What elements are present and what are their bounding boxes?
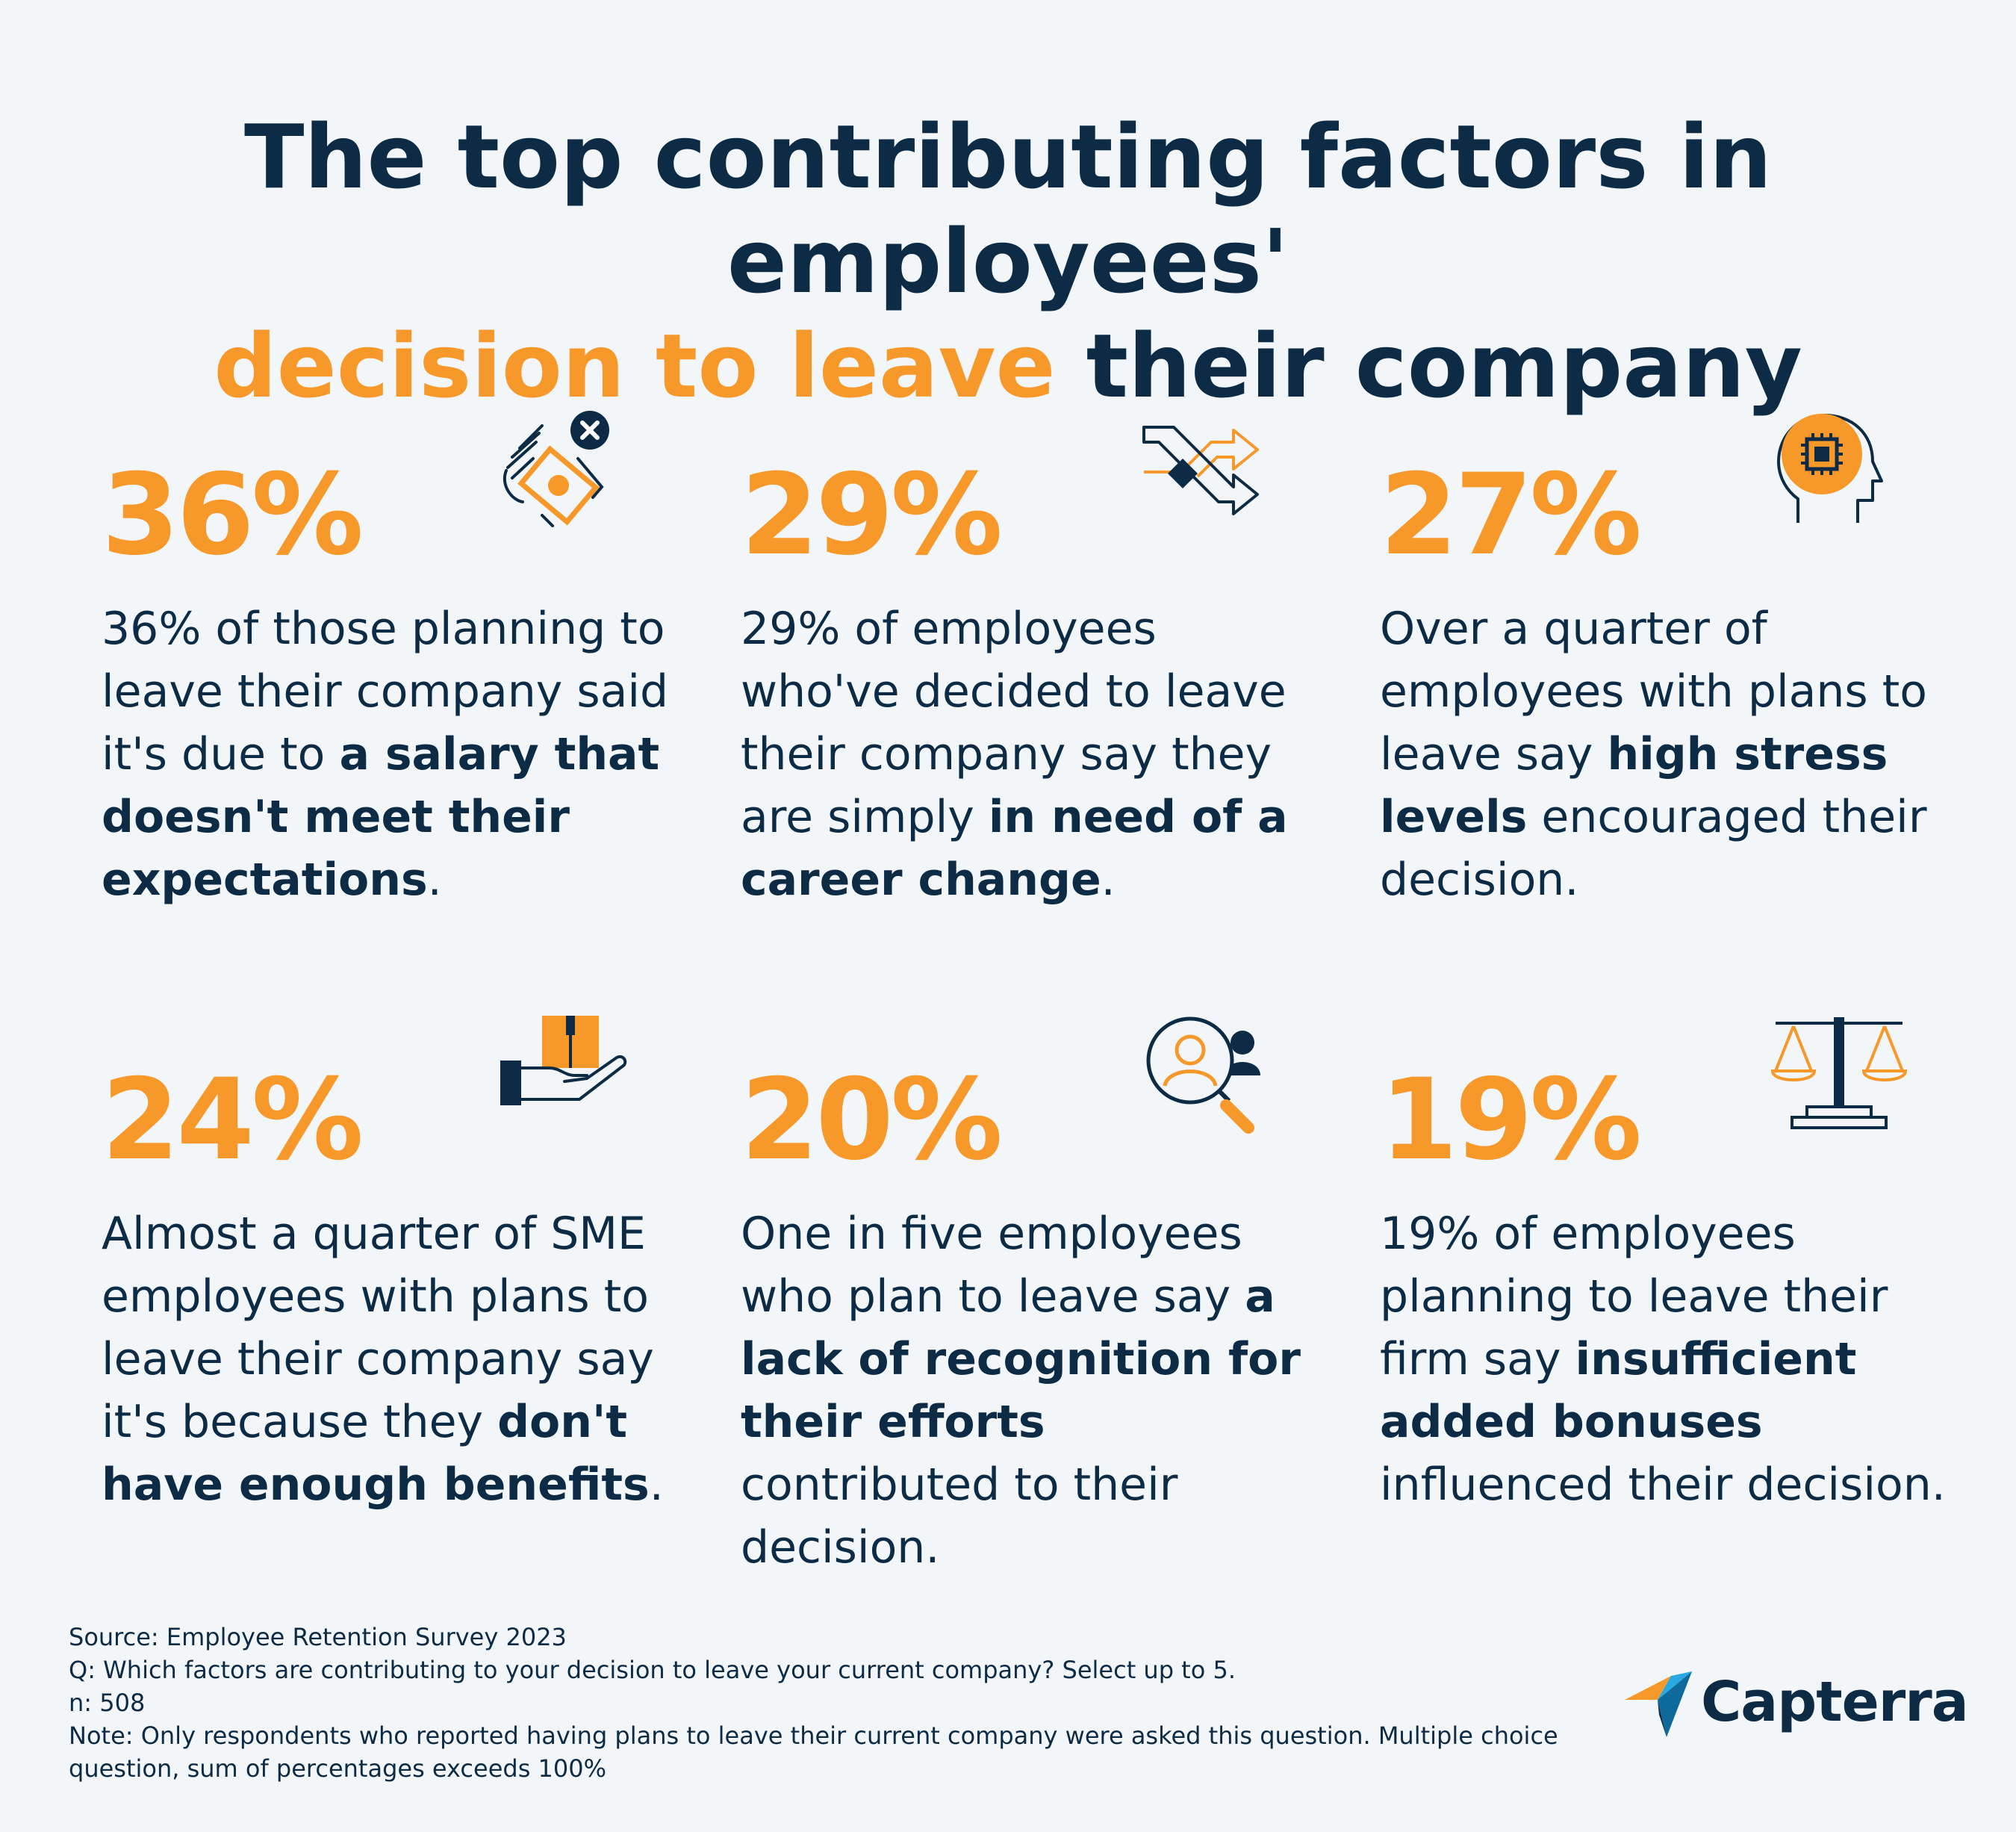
stat-percent: 24% [102, 1055, 364, 1185]
stat-description: 19% of employees planning to leave their… [1380, 1208, 1946, 1511]
capterra-arrow-icon [1625, 1671, 1692, 1737]
magnifier-person-icon [1146, 1016, 1260, 1134]
footer-source: Source: Employee Retention Survey 2023 [69, 1623, 567, 1651]
stat-description: 36% of those planning to leave their com… [102, 603, 669, 906]
footer-sample-size: n: 508 [69, 1689, 146, 1717]
stat-percent: 36% [102, 450, 364, 580]
logo-text: Capterra [1701, 1670, 1969, 1734]
stat-description: 29% of employees who've decided to leave… [741, 603, 1288, 906]
title-rest: their company [1055, 314, 1802, 417]
stat-description: One in five employees who plan to leave … [741, 1208, 1301, 1574]
stat-description: Almost a quarter of SME employees with p… [102, 1208, 664, 1511]
title-line-1: The top contributing factors in employee… [244, 105, 1772, 313]
footer-notes: Source: Employee Retention Survey 2023 Q… [69, 1621, 1562, 1785]
capterra-logo: Capterra [1620, 1665, 1969, 1740]
stat-percent: 29% [741, 450, 1003, 580]
page-title: The top contributing factors in employee… [0, 105, 2016, 418]
stat-percent: 27% [1380, 450, 1642, 580]
scales-icon [1770, 1017, 1908, 1129]
stat-percent: 20% [741, 1055, 1003, 1185]
money-hand-cancel-icon [503, 411, 609, 527]
title-accent: decision to leave [214, 314, 1056, 417]
footer-question: Q: Which factors are contributing to you… [69, 1656, 1236, 1684]
shuffle-arrows-icon [1142, 426, 1259, 515]
stat-percent: 19% [1380, 1055, 1642, 1185]
hand-box-icon [500, 1016, 627, 1105]
head-chip-icon [1777, 414, 1883, 523]
footer-note: Note: Only respondents who reported havi… [69, 1721, 1566, 1783]
stat-description: Over a quarter of employees with plans t… [1380, 603, 1927, 906]
title-line-2: decision to leave their company [0, 314, 2016, 418]
